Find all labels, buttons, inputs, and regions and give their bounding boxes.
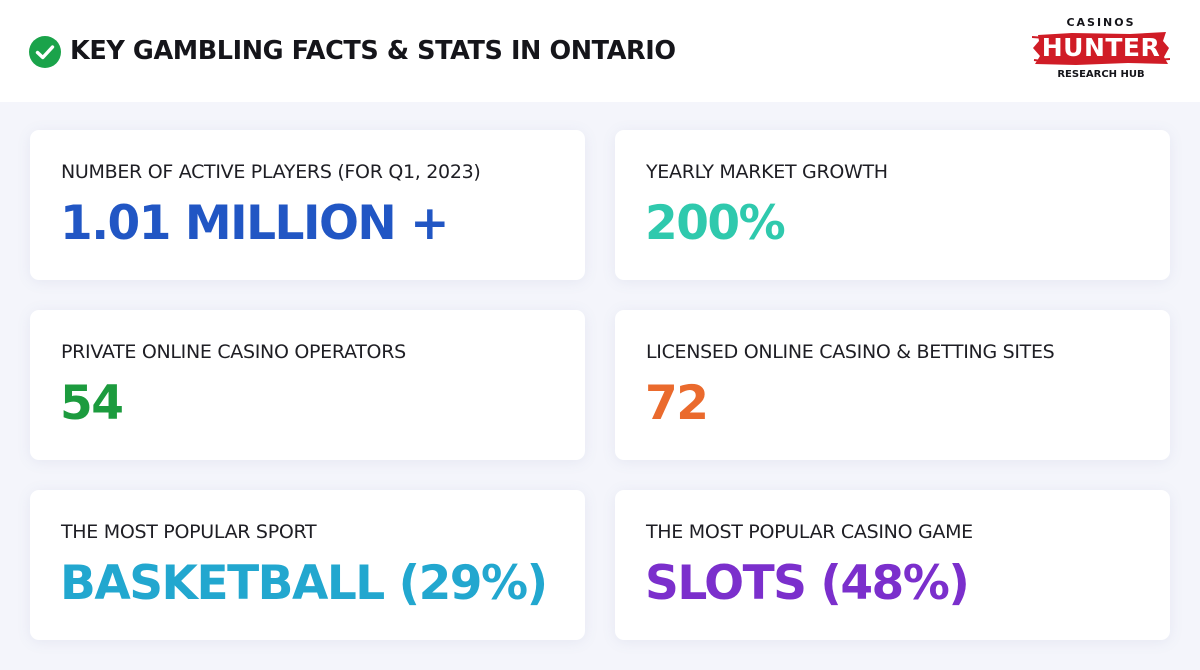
stat-label: LICENSED ONLINE CASINO & BETTING SITES xyxy=(646,341,1055,363)
logo-brush-band xyxy=(1032,32,1170,65)
logo-main-text: HUNTER xyxy=(1041,33,1161,62)
stat-card-market-growth: YEARLY MARKET GROWTH 200% xyxy=(615,130,1170,280)
stat-label: YEARLY MARKET GROWTH xyxy=(646,161,888,183)
stat-card-popular-game: THE MOST POPULAR CASINO GAME SLOTS (48%) xyxy=(615,490,1170,640)
stat-label: THE MOST POPULAR SPORT xyxy=(61,521,317,543)
stat-card-licensed-sites: LICENSED ONLINE CASINO & BETTING SITES 7… xyxy=(615,310,1170,460)
check-circle-icon xyxy=(29,36,61,68)
stat-value: 1.01 MILLION + xyxy=(60,196,450,251)
stat-label: PRIVATE ONLINE CASINO OPERATORS xyxy=(61,341,406,363)
stat-label: NUMBER OF ACTIVE PLAYERS (FOR Q1, 2023) xyxy=(61,161,481,183)
stat-value: BASKETBALL (29%) xyxy=(60,556,548,611)
stat-label: THE MOST POPULAR CASINO GAME xyxy=(646,521,973,543)
stat-card-private-operators: PRIVATE ONLINE CASINO OPERATORS 54 xyxy=(30,310,585,460)
stat-value: 200% xyxy=(645,196,786,251)
page-header: KEY GAMBLING FACTS & STATS IN ONTARIO CA… xyxy=(0,0,1200,102)
logo-bottom-text: RESEARCH HUB xyxy=(1057,69,1145,80)
stat-card-active-players: NUMBER OF ACTIVE PLAYERS (FOR Q1, 2023) … xyxy=(30,130,585,280)
stat-card-popular-sport: THE MOST POPULAR SPORT BASKETBALL (29%) xyxy=(30,490,585,640)
logo-top-text: CASINOS xyxy=(1066,16,1136,29)
stat-value: 54 xyxy=(60,376,124,431)
stat-value: 72 xyxy=(645,376,709,431)
page-title: KEY GAMBLING FACTS & STATS IN ONTARIO xyxy=(70,36,676,66)
stat-value: SLOTS (48%) xyxy=(645,556,970,611)
casinos-hunter-logo: CASINOS HUNTER RESEARCH HUB xyxy=(1030,16,1172,86)
